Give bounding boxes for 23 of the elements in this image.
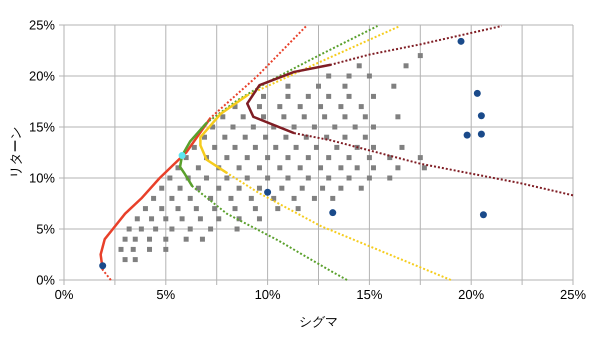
y-tick-label: 5% [36,222,56,236]
x-axis-title: シグマ [299,314,338,329]
point [474,90,481,97]
y-tick-label: 0% [36,272,56,288]
point [329,209,336,216]
point [478,112,485,120]
point [480,211,487,218]
x-tick-label: 20% [458,287,485,302]
y-tick-label: 20% [28,68,56,84]
y-tick-label: 25% [28,18,56,32]
point [99,262,106,270]
y-tick-label: 10% [28,170,56,186]
y-axis-title: リターン [8,126,23,178]
x-tick-label: 25% [560,287,586,302]
x-tick-label: 0% [54,287,74,302]
x-tick-label: 15% [356,287,383,302]
point [478,130,485,138]
y-tick-label: 15% [28,120,56,134]
point [458,38,465,45]
x-tick-label: 5% [156,287,176,302]
point [264,188,272,196]
point [464,132,471,139]
x-tick-label: 10% [254,287,282,302]
